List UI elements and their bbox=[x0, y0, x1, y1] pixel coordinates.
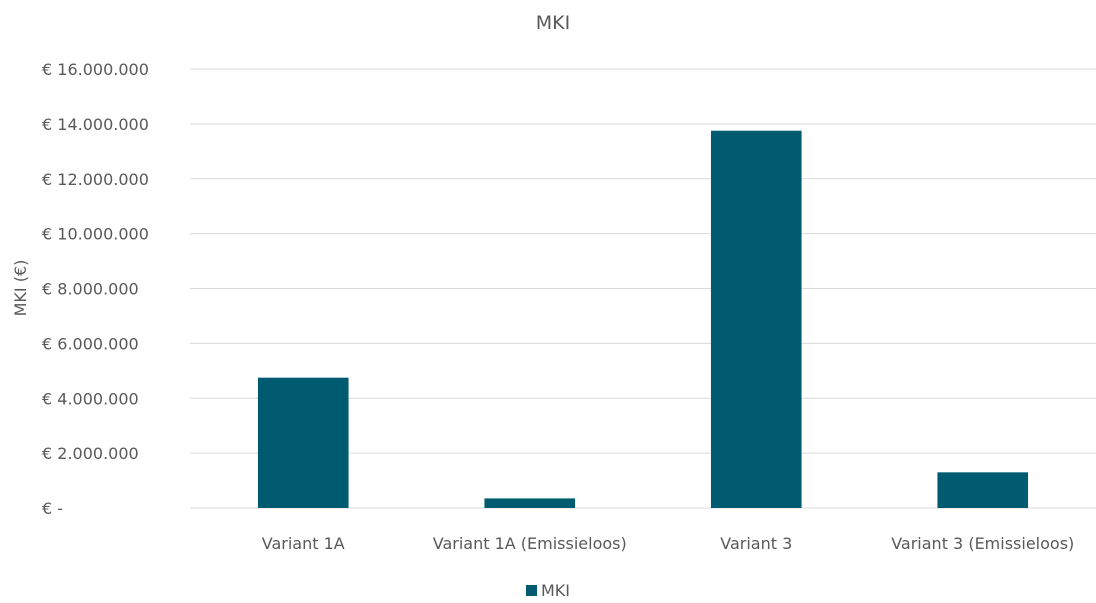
x-axis-category-labels: Variant 1A Variant 1A (Emissieloos) Varian… bbox=[262, 534, 1075, 553]
x-category-label: Variant 3 (Emissieloos) bbox=[891, 534, 1074, 553]
bar bbox=[937, 472, 1029, 508]
y-tick-label: € 12.000.000 bbox=[42, 170, 149, 189]
bar bbox=[257, 377, 349, 508]
y-tick-label: € 16.000.000 bbox=[42, 60, 149, 79]
y-tick-label: € - bbox=[42, 499, 63, 518]
legend-label-mki: MKI bbox=[541, 581, 570, 600]
y-tick-label: € 8.000.000 bbox=[42, 280, 139, 299]
x-category-label: Variant 1A (Emissieloos) bbox=[433, 534, 627, 553]
bar bbox=[484, 498, 576, 508]
y-tick-label: € 10.000.000 bbox=[42, 225, 149, 244]
x-category-label: Variant 3 bbox=[720, 534, 792, 553]
bars bbox=[257, 130, 1029, 508]
y-tick-label: € 6.000.000 bbox=[42, 334, 139, 353]
legend: MKI bbox=[526, 581, 570, 600]
y-tick-label: € 2.000.000 bbox=[42, 444, 139, 463]
x-category-label: Variant 1A bbox=[262, 534, 345, 553]
y-tick-label: € 14.000.000 bbox=[42, 115, 149, 134]
legend-swatch-mki bbox=[526, 585, 537, 596]
y-axis-tick-labels: € - € 2.000.000 € 4.000.000 € 6.000.000 € 8.… bbox=[42, 60, 149, 518]
bar bbox=[710, 130, 802, 508]
chart-title: MKI bbox=[536, 12, 570, 34]
y-tick-label: € 4.000.000 bbox=[42, 389, 139, 408]
y-axis-title: MKI (€) bbox=[11, 260, 30, 317]
